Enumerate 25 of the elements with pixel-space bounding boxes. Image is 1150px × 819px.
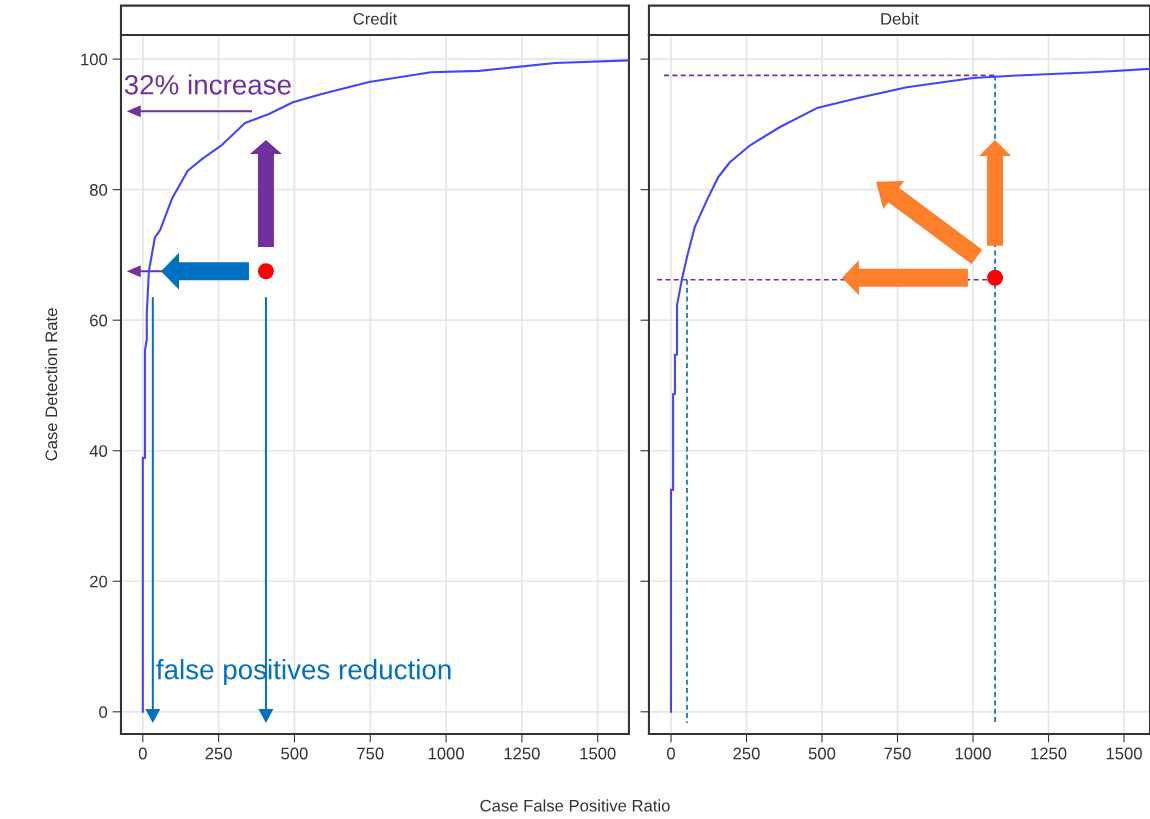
x-tick-label: 1500 (1106, 747, 1142, 760)
x-tick-label: 1000 (955, 747, 991, 760)
y-tick-label: 20 (90, 575, 108, 588)
y-axis-title: Case Detection Rate (45, 308, 58, 461)
x-axis-title: Case False Positive Ratio (480, 799, 670, 812)
x-tick-label: 250 (205, 747, 232, 760)
x-tick-label: 500 (808, 747, 836, 760)
chart-title: Debit (881, 12, 919, 25)
annotation: 32% increase (124, 74, 291, 95)
y-tick-label: 40 (89, 445, 108, 457)
x-tick-label: 1250 (504, 747, 540, 760)
x-tick-label: 0 (138, 747, 147, 760)
y-tick-label: 80 (89, 184, 108, 196)
chart-title: Credit (353, 12, 398, 25)
x-tick-label: 750 (357, 747, 384, 760)
x-tick-label: 0 (667, 747, 675, 760)
y-tick-label: 100 (81, 53, 108, 66)
x-tick-label: 250 (733, 747, 760, 760)
y-tick-label: 0 (99, 706, 108, 718)
x-tick-label: 1500 (580, 747, 616, 760)
x-tick-label: 1000 (428, 747, 464, 760)
x-tick-label: 1250 (1031, 747, 1067, 760)
y-tick-label: 60 (90, 314, 108, 327)
x-tick-label: 500 (281, 747, 308, 760)
x-tick-label: 750 (884, 747, 911, 760)
